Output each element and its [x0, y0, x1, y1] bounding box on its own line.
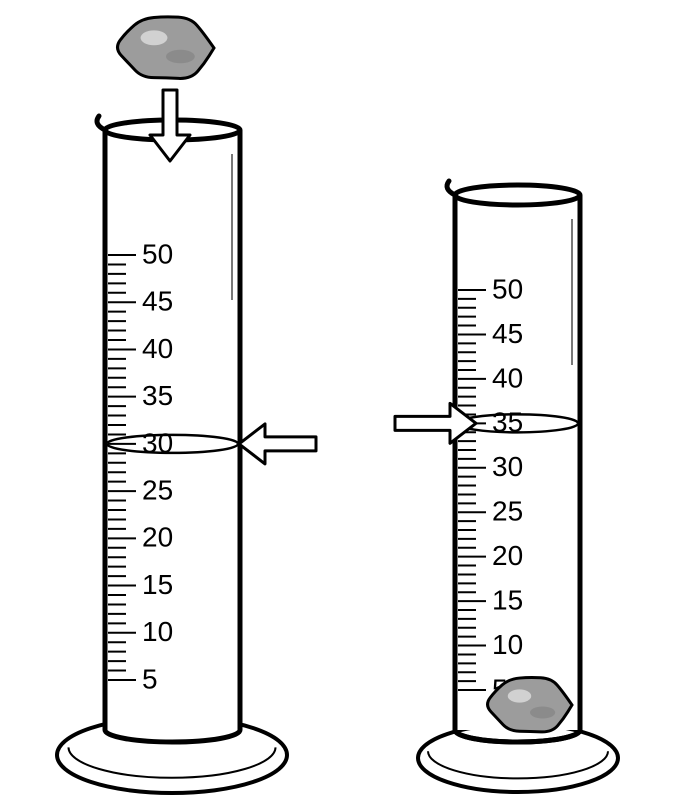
scale-label: 5 [142, 663, 158, 694]
scale-label: 25 [142, 475, 173, 506]
scale-label: 40 [142, 333, 173, 364]
scale-label: 50 [492, 273, 523, 304]
scale-label: 45 [142, 286, 173, 317]
scale-label: 50 [142, 238, 173, 269]
rock [488, 678, 572, 732]
scale-label: 20 [492, 540, 523, 571]
scale-label: 35 [142, 380, 173, 411]
scale-label: 15 [142, 569, 173, 600]
cylinder-base [418, 724, 618, 792]
scale-label: 25 [492, 496, 523, 527]
rock [117, 17, 214, 79]
scale-label: 10 [142, 616, 173, 647]
arrow-left [239, 424, 316, 464]
scale-label: 45 [492, 318, 523, 349]
scale-label: 40 [492, 362, 523, 393]
scale-label: 10 [492, 629, 523, 660]
scale-label: 20 [142, 522, 173, 553]
scale-label: 30 [492, 451, 523, 482]
scale-label: 15 [492, 585, 523, 616]
